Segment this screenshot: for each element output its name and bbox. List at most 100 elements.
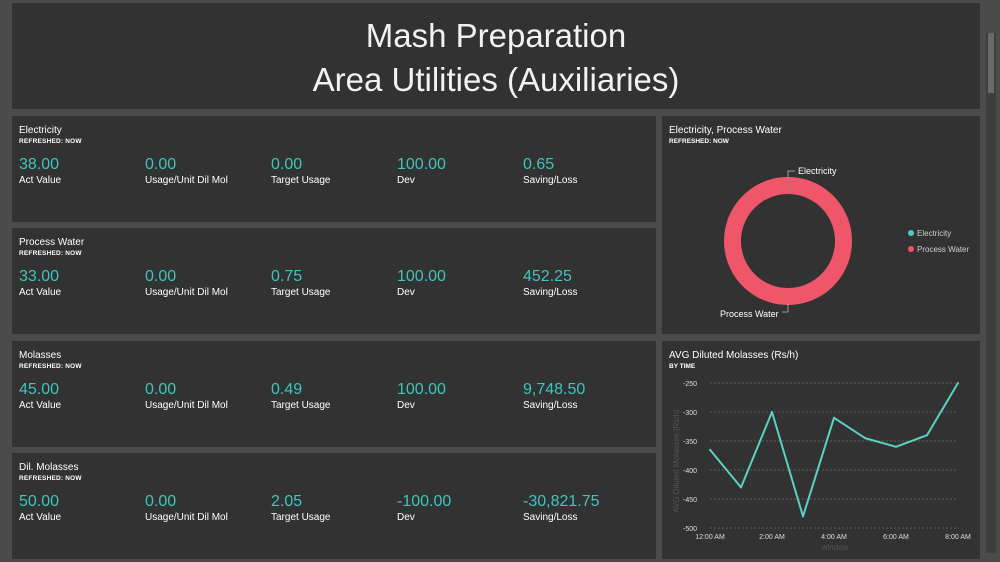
kpi-target-usage: 0.49 Target Usage [271,381,330,411]
x-axis-label: window [821,543,849,552]
kpi-label: Act Value [19,512,62,523]
x-tick-label: 12:00 AM [695,534,725,541]
x-axis-ticks: 12:00 AM 2:00 AM 4:00 AM 6:00 AM 8:00 AM [695,534,971,541]
kpi-value: 0.00 [145,268,177,285]
donut-chart: Electricity Process Water Electricity Pr… [720,166,969,319]
kpi-value: 100.00 [397,381,446,398]
kpi-usage: 0.00 Usage/Unit Dil Mol [145,268,228,298]
kpi-dev: -100.00 Dev [397,493,451,523]
kpi-saving-loss: -30,821.75 Saving/Loss [523,493,600,523]
kpi-value: 50.00 [19,493,60,510]
kpi-value: 100.00 [397,156,446,173]
kpi-label: Dev [397,287,415,298]
legend-electricity: Electricity [917,229,951,238]
kpi-saving-loss: 452.25 Saving/Loss [523,268,577,298]
legend-marker-process-water [908,246,914,252]
y-tick-label: -300 [683,410,697,417]
refreshed-label: REFRESHED: NOW [19,475,82,482]
kpi-value: 100.00 [397,268,446,285]
metric-tile-molasses[interactable]: Molasses REFRESHED: NOW 45.00 Act Value 0… [12,341,656,447]
kpi-usage: 0.00 Usage/Unit Dil Mol [145,156,228,186]
line-chart-tile[interactable]: AVG Diluted Molasses (Rs/h) BY TIME -250… [662,341,980,559]
kpi-value: 45.00 [19,381,60,398]
data-point[interactable] [740,486,742,489]
y-tick-label: -250 [683,381,697,388]
metric-tile-process-water[interactable]: Process Water REFRESHED: NOW 33.00 Act Va… [12,228,656,334]
x-tick-label: 6:00 AM [883,534,909,541]
label-leader-process-water [782,304,789,313]
refreshed-label: REFRESHED: NOW [19,250,82,257]
x-tick-label: 2:00 AM [759,534,785,541]
kpi-label: Usage/Unit Dil Mol [145,175,228,186]
kpi-label: Usage/Unit Dil Mol [145,400,228,411]
data-point[interactable] [802,515,804,518]
donut-slice-process-water[interactable] [724,177,853,305]
kpi-value: 38.00 [19,156,60,173]
kpi-act-value: 50.00 Act Value [19,493,61,523]
kpi-dev: 100.00 Dev [397,268,446,298]
kpi-saving-loss: 9,748.50 Saving/Loss [523,381,585,411]
kpi-label: Saving/Loss [523,512,578,523]
tile-title: Electricity [19,125,62,136]
metric-tile-dil-molasses[interactable]: Dil. Molasses REFRESHED: NOW 50.00 Act Va… [12,453,656,559]
data-point[interactable] [895,445,897,448]
kpi-value: 0.00 [145,493,177,510]
kpi-label: Dev [397,400,415,411]
kpi-value: 0.65 [523,156,555,173]
kpi-label: Target Usage [271,512,331,523]
kpi-label: Act Value [19,287,62,298]
scrollbar-thumb[interactable] [988,33,994,93]
series-line[interactable] [709,382,959,518]
series-line-group [709,382,959,518]
kpi-target-usage: 0.00 Target Usage [271,156,330,186]
kpi-usage: 0.00 Usage/Unit Dil Mol [145,381,228,411]
legend-process-water: Process Water [917,245,969,254]
data-point[interactable] [709,448,711,451]
kpi-value: 9,748.50 [523,381,586,398]
kpi-label: Dev [397,512,415,523]
vertical-scrollbar[interactable] [986,33,996,553]
kpi-label: Act Value [19,175,62,186]
kpi-label: Target Usage [271,175,331,186]
kpi-label: Target Usage [271,287,331,298]
tile-title: Dil. Molasses [19,462,79,473]
kpi-label: Saving/Loss [523,287,578,298]
refreshed-label: REFRESHED: NOW [19,363,82,370]
kpi-act-value: 38.00 Act Value [19,156,61,186]
kpi-value: 33.00 [19,268,60,285]
kpi-dev: 100.00 Dev [397,381,446,411]
kpi-value: -100.00 [397,493,452,510]
kpi-value: 0.00 [271,156,303,173]
slice-label-electricity: Electricity [798,166,837,176]
kpi-label: Saving/Loss [523,400,578,411]
kpi-value: -30,821.75 [523,493,600,510]
kpi-label: Target Usage [271,400,331,411]
kpi-label: Usage/Unit Dil Mol [145,287,228,298]
kpi-value: 2.05 [271,493,303,510]
donut-chart-tile[interactable]: Electricity, Process Water REFRESHED: NO… [662,116,980,334]
data-point[interactable] [926,434,928,437]
legend-marker-electricity [908,230,914,236]
line-chart: -250 -300 -350 -400 -450 -500 12:00 AM 2:00 AM… [672,381,971,552]
kpi-label: Usage/Unit Dil Mol [145,512,228,523]
x-tick-label: 4:00 AM [821,534,847,541]
kpi-label: Dev [397,175,415,186]
page-title: Mash Preparation [365,17,627,54]
kpi-target-usage: 0.75 Target Usage [271,268,330,298]
data-point[interactable] [864,437,866,440]
metric-tile-electricity[interactable]: Electricity REFRESHED: NOW 38.00 Act Valu… [12,116,656,222]
donut-legend: Electricity Process Water [908,229,969,254]
data-point[interactable] [833,416,835,419]
chart-title: Electricity, Process Water [669,125,782,136]
refreshed-label: REFRESHED: NOW [19,138,82,145]
kpi-act-value: 33.00 Act Value [19,268,61,298]
tile-title: Molasses [19,350,62,361]
data-point[interactable] [957,382,959,384]
kpi-saving-loss: 0.65 Saving/Loss [523,156,577,186]
chart-subtitle: BY TIME [669,363,696,370]
kpi-dev: 100.00 Dev [397,156,446,186]
data-point[interactable] [771,411,773,413]
kpi-target-usage: 2.05 Target Usage [271,493,330,523]
chart-subtitle: REFRESHED: NOW [669,138,729,145]
y-tick-label: -400 [683,468,697,475]
